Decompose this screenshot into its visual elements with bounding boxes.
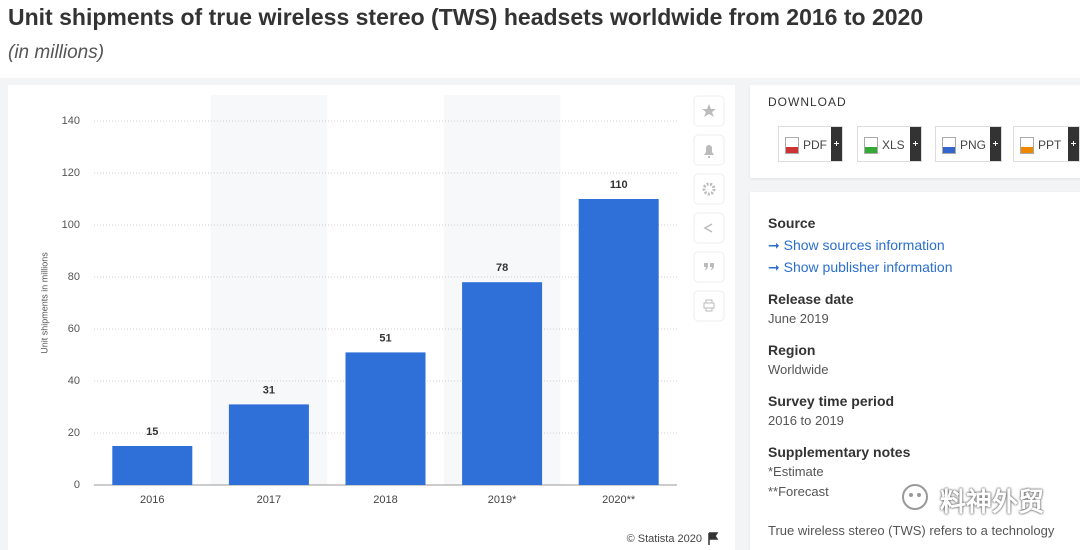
plus-v	[836, 141, 837, 146]
file-icon	[942, 137, 956, 154]
details-panel	[750, 192, 1080, 550]
button-label: PPT	[1038, 138, 1062, 152]
plus-section	[831, 127, 842, 161]
y-tick-label: 40	[68, 375, 80, 387]
field-label: Release date	[768, 291, 854, 307]
bar	[345, 352, 426, 485]
download-button[interactable]: PNG	[935, 126, 1002, 162]
wechat-icon	[902, 484, 928, 510]
field-value: Worldwide	[768, 362, 829, 377]
credit: © Statista 2020	[627, 533, 702, 545]
plus-v	[1073, 141, 1074, 146]
notes-label: Supplementary notes	[768, 444, 911, 460]
x-tick-label: 2017	[257, 494, 281, 506]
x-tick-label: 2019*	[488, 494, 517, 506]
chart: Unit shipments in millions © Statista 20…	[8, 85, 735, 550]
y-tick-label: 80	[68, 271, 80, 283]
plus-v	[915, 141, 916, 146]
y-tick-label: 20	[68, 427, 80, 439]
star-icon	[702, 104, 716, 117]
source-link[interactable]: ➞ Show publisher information	[768, 259, 953, 275]
plus-v	[995, 141, 996, 146]
header: Unit shipments of true wireless stereo (…	[0, 0, 1080, 78]
download-label: DOWNLOAD	[768, 95, 847, 109]
value-label: 15	[146, 426, 158, 438]
share-button[interactable]	[693, 212, 725, 244]
page-title: Unit shipments of true wireless stereo (…	[8, 4, 924, 30]
print-button[interactable]	[693, 290, 725, 322]
x-tick-label: 2016	[140, 494, 164, 506]
bar	[228, 404, 309, 485]
y-tick-label: 120	[62, 167, 80, 179]
bar	[578, 199, 659, 485]
file-icon	[1020, 137, 1034, 154]
button-label: PDF	[803, 138, 827, 152]
download-button[interactable]: XLS	[857, 126, 922, 162]
value-label: 110	[610, 179, 628, 191]
y-tick-label: 100	[62, 219, 80, 231]
x-tick-label: 2020**	[602, 494, 636, 506]
y-tick-label: 0	[74, 479, 80, 491]
bell-icon	[704, 145, 714, 158]
button-label: PNG	[960, 138, 987, 152]
file-icon	[785, 137, 799, 154]
value-label: 51	[379, 332, 391, 344]
print-icon	[703, 299, 715, 312]
share-icon	[703, 223, 713, 233]
download-button[interactable]: PDF	[778, 126, 843, 162]
field-value: June 2019	[768, 311, 829, 326]
y-tick-label: 140	[62, 115, 80, 127]
x-tick-label: 2018	[373, 494, 397, 506]
source-link[interactable]: ➞ Show sources information	[768, 237, 945, 253]
note: *Estimate	[768, 464, 824, 479]
y-axis-title: Unit shipments in millions	[39, 252, 49, 354]
note: **Forecast	[768, 484, 829, 499]
flag-icon	[708, 532, 719, 545]
button-label: XLS	[882, 138, 905, 152]
quote-icon	[704, 263, 714, 270]
field-label: Region	[768, 342, 816, 358]
field-value: 2016 to 2019	[768, 413, 844, 428]
gear-icon	[702, 182, 716, 196]
bar	[462, 282, 543, 485]
source-label: Source	[768, 215, 816, 231]
value-label: 78	[496, 262, 508, 274]
plus-section	[990, 127, 1001, 161]
settings-button[interactable]	[693, 173, 725, 205]
file-icon	[864, 137, 878, 154]
value-label: 31	[263, 384, 275, 396]
bar	[112, 446, 193, 485]
toolbar	[693, 95, 725, 322]
field-label: Survey time period	[768, 393, 895, 409]
plus-section	[910, 127, 921, 161]
watermark: 料神外贸	[940, 487, 1045, 517]
description: True wireless stereo (TWS) refers to a t…	[768, 523, 1055, 538]
page-subtitle: (in millions)	[8, 42, 105, 63]
cite-button[interactable]	[693, 251, 725, 283]
download-button[interactable]: PPT	[1013, 126, 1080, 162]
plus-section	[1068, 127, 1079, 161]
y-tick-label: 60	[68, 323, 80, 335]
